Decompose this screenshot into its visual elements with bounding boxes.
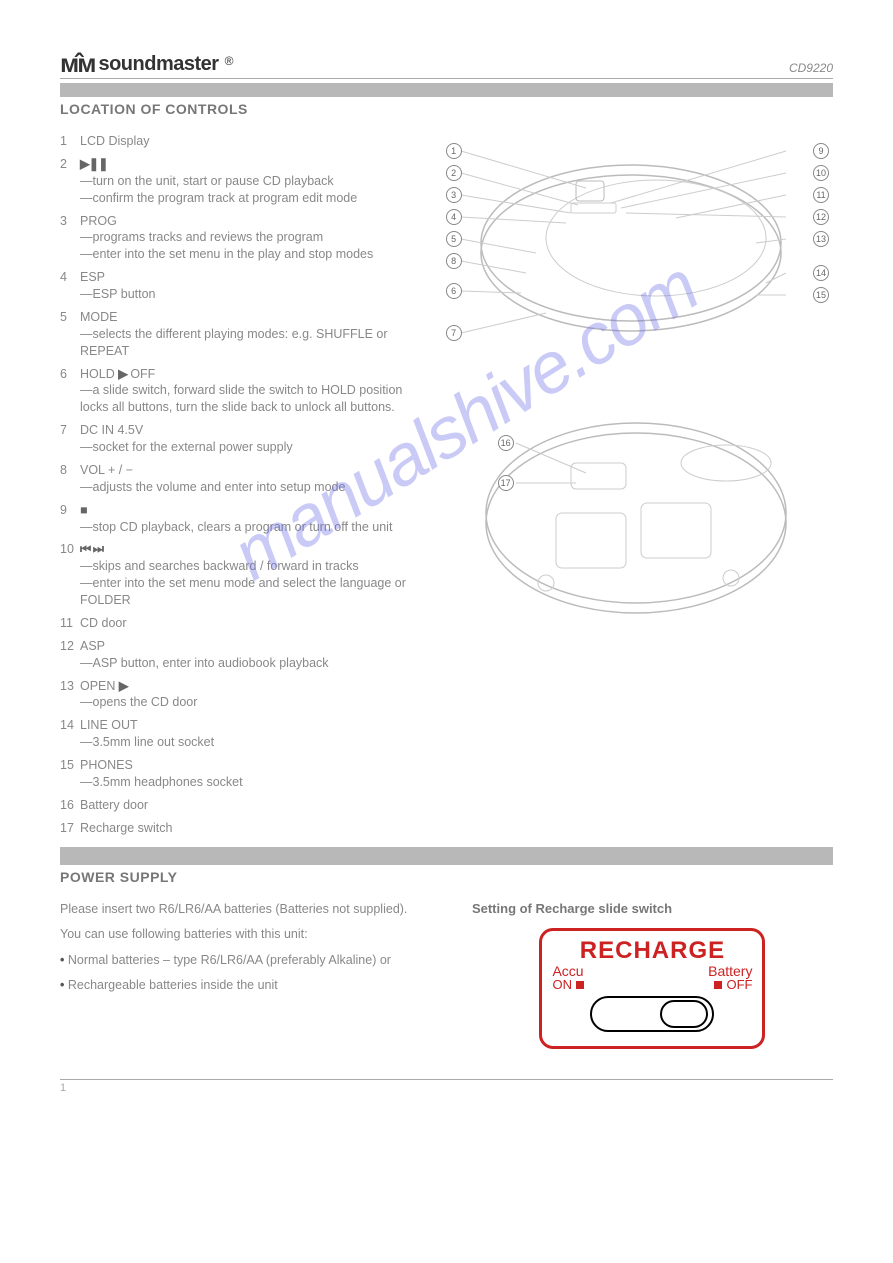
callout-circle: 2: [446, 165, 462, 181]
callout-circle: 5: [446, 231, 462, 247]
recharge-off-label: OFF: [726, 977, 752, 992]
control-item: 2▶❚❚ —turn on the unit, start or pause C…: [60, 156, 416, 207]
page-number: 1: [60, 1079, 833, 1094]
logo-glyph: ᴍ̂ᴍ: [60, 50, 94, 76]
brand-logo: ᴍ̂ᴍ soundmaster ®: [60, 50, 231, 76]
control-item: 6HOLD ▶ OFF —a slide switch, forward sli…: [60, 366, 416, 417]
controls-section-title: LOCATION OF CONTROLS: [60, 101, 833, 117]
callout-circle: 8: [446, 253, 462, 269]
skip-icons: ⏮ ⏭: [80, 542, 103, 556]
switch-knob: [660, 1000, 708, 1028]
section-separator-bar: [60, 847, 833, 865]
control-item: 14LINE OUT —3.5mm line out socket: [60, 717, 416, 751]
control-item: 1LCD Display: [60, 133, 416, 150]
callout-circle: 6: [446, 283, 462, 299]
control-item: 16Battery door: [60, 797, 416, 814]
callout-circle: 12: [813, 209, 829, 225]
callout-circle: 16: [498, 435, 514, 451]
control-item: 11CD door: [60, 615, 416, 632]
registered-mark: ®: [225, 54, 234, 68]
control-item: 4ESP —ESP button: [60, 269, 416, 303]
power-paragraph: • Normal batteries – type R6/LR6/AA (pre…: [60, 952, 462, 970]
callout-circle: 4: [446, 209, 462, 225]
stop-icon: ■: [80, 503, 87, 517]
recharge-subtitle: Setting of Recharge slide switch: [472, 901, 833, 916]
recharge-switch-diagram: RECHARGE Accu Battery ON OFF: [539, 928, 765, 1049]
bullet-icon: •: [60, 978, 64, 992]
recharge-slide-switch: [590, 996, 714, 1032]
device-top-figure: 1 2 3 4 5 8 6 7 9 10 11 12 13 14 15: [426, 133, 833, 373]
callout-circle: 7: [446, 325, 462, 341]
callout-circle: 9: [813, 143, 829, 159]
device-bottom-figure: 16 17: [426, 383, 833, 643]
recharge-title: RECHARGE: [552, 937, 752, 965]
control-item: 15PHONES —3.5mm headphones socket: [60, 757, 416, 791]
bullet-icon: •: [60, 953, 64, 967]
triangle-icon: ▶: [119, 679, 128, 693]
square-icon: [576, 981, 584, 989]
control-item: 8VOL + / − —adjusts the volume and enter…: [60, 462, 416, 496]
control-item: 13OPEN ▶ —opens the CD door: [60, 678, 416, 712]
header-separator-bar: [60, 83, 833, 97]
power-paragraph: Please insert two R6/LR6/AA batteries (B…: [60, 901, 462, 919]
power-section-title: POWER SUPPLY: [60, 869, 833, 885]
callout-circle: 15: [813, 287, 829, 303]
triangle-icon: ▶: [118, 367, 127, 381]
control-item: 3PROG —programs tracks and reviews the p…: [60, 213, 416, 264]
callout-circle: 10: [813, 165, 829, 181]
recharge-on-label: ON: [552, 977, 572, 992]
control-item: 9■ —stop CD playback, clears a program o…: [60, 502, 416, 536]
power-paragraph: You can use following batteries with thi…: [60, 926, 462, 944]
square-icon: [714, 981, 722, 989]
callout-circle: 17: [498, 475, 514, 491]
control-item: 5MODE —selects the different playing mod…: [60, 309, 416, 360]
power-paragraph: • Rechargeable batteries inside the unit: [60, 977, 462, 995]
control-item: 7DC IN 4.5V —socket for the external pow…: [60, 422, 416, 456]
controls-list: 1LCD Display 2▶❚❚ —turn on the unit, sta…: [60, 133, 416, 843]
callout-circle: 11: [813, 187, 829, 203]
control-item: 17Recharge switch: [60, 820, 416, 837]
control-item: 12ASP —ASP button, enter into audiobook …: [60, 638, 416, 672]
model-number: CD9220: [789, 61, 833, 75]
callout-circle: 1: [446, 143, 462, 159]
callout-circle: 14: [813, 265, 829, 281]
logo-text: soundmaster: [98, 53, 218, 76]
control-item: 10⏮ ⏭ —skips and searches backward / for…: [60, 541, 416, 609]
callout-circle: 3: [446, 187, 462, 203]
callout-circle: 13: [813, 231, 829, 247]
play-pause-icon: ▶❚❚: [80, 157, 108, 171]
